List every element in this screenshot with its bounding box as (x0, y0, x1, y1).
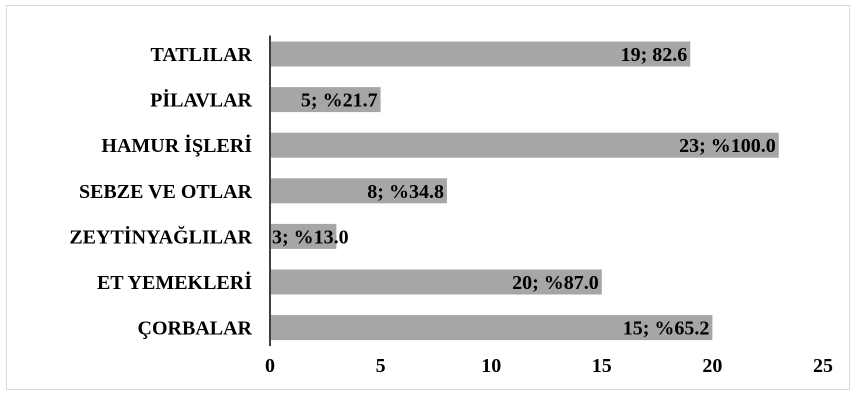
category-label: TATLILAR (150, 44, 252, 66)
x-tick-label: 15 (592, 355, 612, 377)
chart-frame: TATLILAR PİLAVLAR HAMUR İŞLERİ SEBZE VE OTL… (6, 5, 850, 390)
category-label: ÇORBALAR (138, 318, 253, 340)
bar (270, 178, 447, 204)
bar (270, 87, 381, 113)
category-label: PİLAVLAR (150, 88, 252, 112)
x-tick-label: 0 (265, 355, 275, 377)
bar (270, 132, 779, 158)
x-tick-label: 10 (481, 355, 501, 377)
category-label: ZEYTİNYAĞLILAR (69, 224, 252, 248)
x-tick-label: 20 (702, 355, 722, 377)
data-label: 20; %87.0 (512, 272, 599, 294)
category-label: HAMUR İŞLERİ (101, 133, 252, 157)
category-label: SEBZE VE OTLAR (79, 181, 253, 203)
data-label: 8; %34.8 (367, 181, 444, 203)
bar (270, 315, 713, 341)
data-label: 19; 82.6 (621, 44, 688, 66)
bar (270, 269, 602, 295)
x-tick-label: 5 (376, 355, 386, 377)
data-label: 5; %21.7 (301, 90, 378, 112)
bar (270, 41, 691, 67)
bar (270, 223, 337, 249)
data-label: 3; %13.0 (272, 226, 349, 248)
category-label: ET YEMEKLERİ (97, 270, 252, 294)
data-label: 23; %100.0 (679, 135, 776, 157)
bar-chart: TATLILAR PİLAVLAR HAMUR İŞLERİ SEBZE VE OTL… (69, 35, 833, 377)
data-label: 15; %65.2 (623, 318, 710, 340)
x-tick-label: 25 (813, 355, 833, 377)
